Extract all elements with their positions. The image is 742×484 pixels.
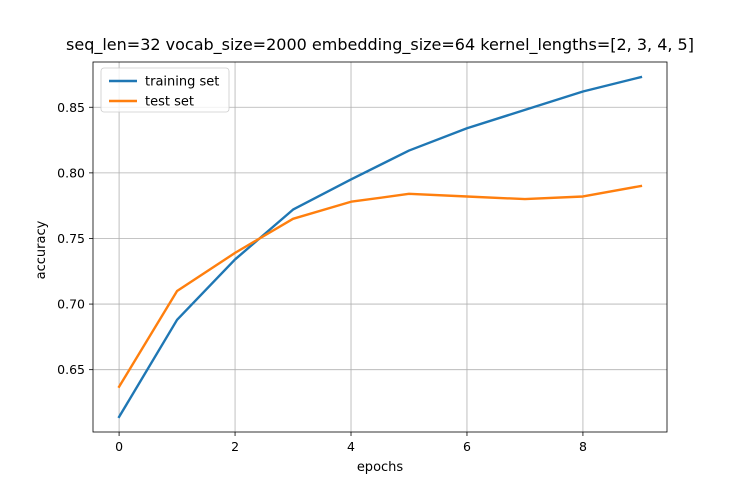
y-tick-label: 0.70	[57, 297, 85, 312]
y-axis-label: accuracy	[34, 220, 49, 279]
y-tick-label: 0.75	[57, 231, 85, 246]
x-tick-label: 4	[347, 439, 355, 454]
series-line-test-set	[117, 184, 643, 389]
legend: training set test set	[100, 67, 230, 113]
series-layer	[117, 75, 643, 419]
series-line-training-set	[117, 75, 643, 419]
grid	[93, 62, 667, 432]
y-tick-label: 0.85	[57, 100, 85, 115]
y-tick-label: 0.65	[57, 362, 85, 377]
x-tick-label: 8	[579, 439, 587, 454]
legend-label: test set	[145, 95, 194, 110]
x-tick-label: 0	[115, 439, 123, 454]
axis-ticks: 0 2 4 6 8 0.65 0.70 0.75 0.80 0.85	[57, 100, 587, 454]
chart-title: seq_len=32 vocab_size=2000 embedding_siz…	[66, 35, 694, 55]
x-tick-label: 2	[231, 439, 239, 454]
x-axis-label: epochs	[357, 460, 404, 475]
plot-frame	[92, 61, 668, 433]
x-tick-label: 6	[463, 439, 471, 454]
legend-label: training set	[145, 75, 219, 90]
y-tick-label: 0.80	[57, 165, 85, 180]
